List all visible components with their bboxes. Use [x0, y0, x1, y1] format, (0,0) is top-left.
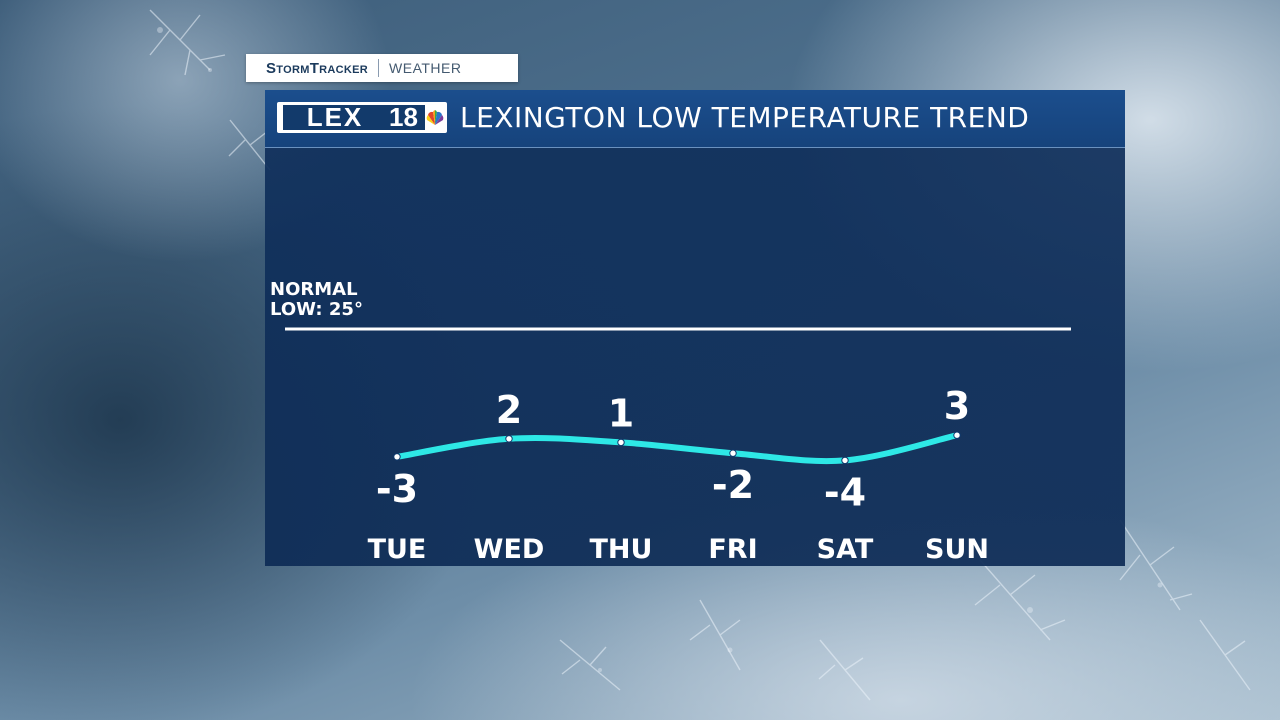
- low-temperature-series-line: [394, 432, 960, 465]
- stormtracker-weather-tab: StormTracker WEATHER: [246, 54, 518, 82]
- lex18-logo: LEX 18: [277, 102, 447, 133]
- temperature-trend-panel: LEX 18 LEXINGTON LOW TEMPERATURE TREND N…: [265, 90, 1125, 566]
- day-label-sat: SAT: [817, 534, 874, 565]
- data-point-thu: [617, 438, 625, 447]
- normal-label-line1: NORMAL: [270, 279, 358, 300]
- title-bar: LEX 18 LEXINGTON LOW TEMPERATURE TREND: [265, 90, 1125, 148]
- day-label-tue: TUE: [368, 534, 427, 565]
- logo-lex-text: LEX: [283, 104, 387, 130]
- temperature-line-chart: -3 TUE 2 WED 1 THU -2 FRI -4 SAT 3 SUN: [285, 327, 1071, 565]
- day-label-fri: FRI: [708, 534, 757, 565]
- day-label-wed: WED: [474, 534, 545, 565]
- nbc-peacock-icon: [426, 110, 444, 125]
- normal-label-line2: LOW: 25°: [270, 299, 363, 320]
- chart-title: LEXINGTON LOW TEMPERATURE TREND: [460, 101, 1030, 134]
- value-label-wed: 2: [496, 388, 522, 432]
- value-label-tue: -3: [376, 467, 418, 511]
- normal-low-label: NORMAL LOW: 25°: [270, 280, 363, 320]
- value-label-fri: -2: [712, 463, 754, 507]
- brand-divider: [378, 59, 380, 77]
- value-label-thu: 1: [608, 391, 634, 435]
- value-label-sun: 3: [944, 384, 970, 428]
- logo-number-text: 18: [387, 104, 425, 130]
- weather-label: WEATHER: [389, 60, 462, 76]
- data-point-sat: [841, 456, 849, 465]
- data-point-tue: [393, 453, 401, 461]
- data-point-fri: [729, 449, 737, 457]
- day-label-thu: THU: [590, 534, 653, 565]
- data-point-sun: [953, 431, 961, 439]
- data-point-wed: [505, 435, 513, 443]
- day-label-sun: SUN: [925, 534, 989, 565]
- stormtracker-label: StormTracker: [266, 59, 369, 77]
- value-label-sat: -4: [824, 470, 866, 514]
